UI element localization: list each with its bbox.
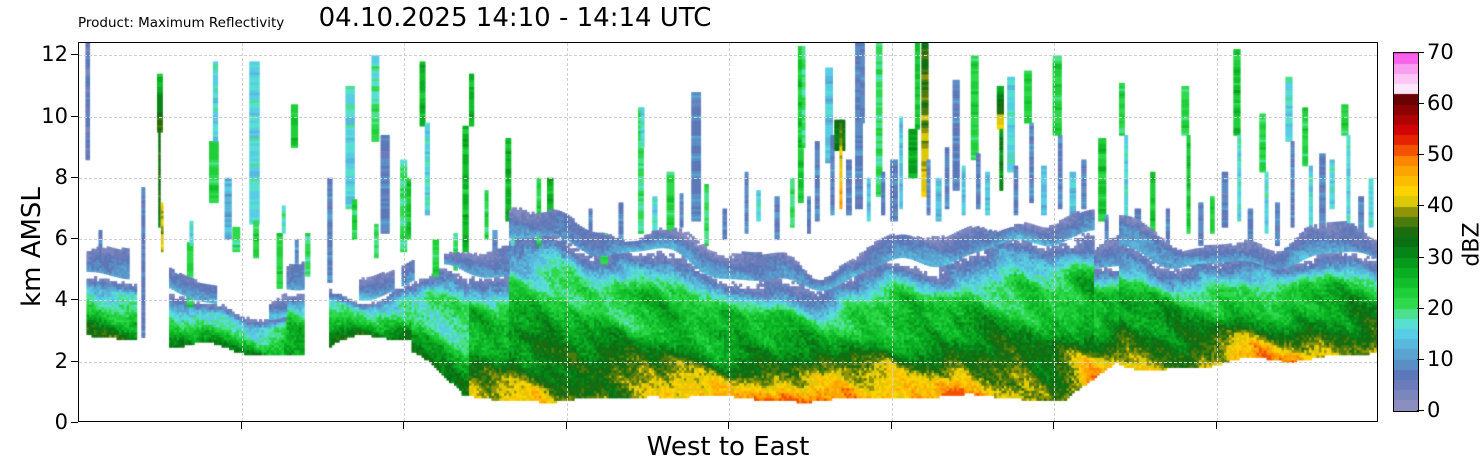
- colorbar-gradient: [1393, 52, 1419, 412]
- colorbar-tick-mark: [1417, 205, 1424, 207]
- colorbar-tick-mark: [1417, 410, 1424, 411]
- colorbar-tick-label: 0: [1427, 398, 1441, 422]
- x-tick-mark: [890, 422, 892, 429]
- colorbar-tick-mark: [1417, 256, 1424, 258]
- colorbar-tick-mark: [1417, 52, 1424, 53]
- y-tick-mark: [71, 299, 78, 301]
- y-tick-mark: [71, 422, 78, 423]
- colorbar-tick-label: 10: [1427, 346, 1454, 371]
- reflectivity-heatmap: [79, 43, 1377, 421]
- x-axis-label: West to East: [646, 432, 810, 462]
- y-tick-mark: [71, 115, 78, 117]
- x-tick-mark: [1053, 422, 1054, 429]
- colorbar-tick-label: 40: [1427, 193, 1454, 218]
- colorbar-tick-label: 20: [1427, 295, 1454, 320]
- y-tick-mark: [71, 238, 78, 240]
- y-tick-mark: [71, 54, 78, 56]
- y-tick-label: 4: [54, 287, 68, 312]
- colorbar: [1393, 52, 1419, 412]
- y-tick-label: 10: [41, 103, 68, 128]
- colorbar-tick-mark: [1417, 307, 1424, 309]
- x-tick-mark: [240, 422, 242, 429]
- page-title: 04.10.2025 14:10 - 14:14 UTC: [318, 3, 712, 33]
- y-tick-mark: [71, 360, 78, 362]
- y-tick-label: 6: [54, 226, 68, 251]
- y-tick-label: 0: [54, 410, 68, 434]
- x-tick-mark: [403, 422, 404, 429]
- x-tick-mark: [728, 422, 729, 429]
- x-tick-mark: [1215, 422, 1217, 429]
- plot-area: [78, 42, 1378, 422]
- colorbar-tick-mark: [1417, 358, 1424, 360]
- colorbar-tick-mark: [1417, 103, 1424, 105]
- y-tick-label: 8: [54, 164, 68, 189]
- y-tick-label: 2: [54, 348, 68, 373]
- y-tick-label: 12: [41, 42, 68, 67]
- colorbar-tick-label: 60: [1427, 91, 1454, 116]
- colorbar-tick-label: 30: [1427, 244, 1454, 269]
- colorbar-tick-label: 70: [1427, 40, 1454, 64]
- y-tick-mark: [71, 176, 78, 178]
- colorbar-label: dBZ: [1459, 222, 1482, 267]
- y-axis-label: km AMSL: [17, 187, 47, 307]
- product-label: Product: Maximum Reflectivity: [78, 15, 285, 31]
- colorbar-tick-mark: [1417, 154, 1424, 156]
- colorbar-tick-label: 50: [1427, 142, 1454, 167]
- x-tick-mark: [565, 422, 567, 429]
